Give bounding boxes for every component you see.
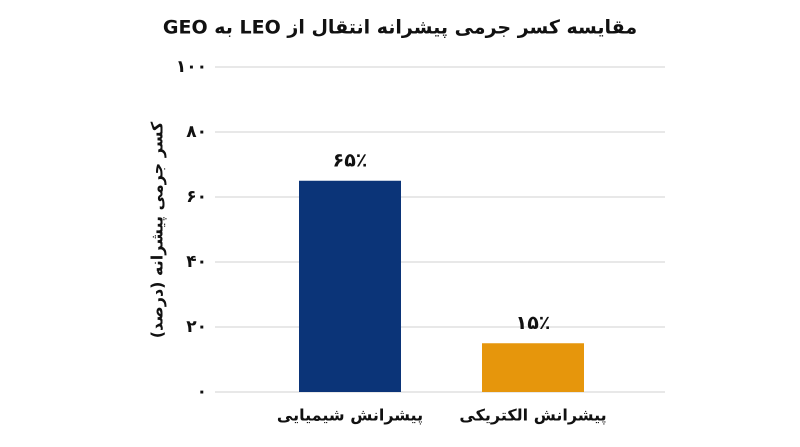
x-tick-label: پیشرانش الکتریکی [459,406,606,426]
y-tick-label: ۴۰ [186,252,207,272]
y-tick-label: ۶۰ [186,187,207,207]
y-tick-label: ۱۰۰ [176,57,207,77]
chart-title: مقایسه کسر جرمی پیشرانه انتقال از LEO به… [163,17,637,39]
bar [482,343,584,392]
y-tick-label: ۲۰ [186,317,207,337]
x-tick-label: پیشرانش شیمیایی [277,406,423,426]
value-label: ۱۵٪ [516,312,551,334]
y-axis-label: کسر جرمی پیشرانه (درصد) [148,121,168,338]
y-tick-label: ۸۰ [186,122,207,142]
value-label: ۶۵٪ [333,149,368,171]
bar [299,180,401,392]
y-tick-label: ۰ [197,382,207,402]
